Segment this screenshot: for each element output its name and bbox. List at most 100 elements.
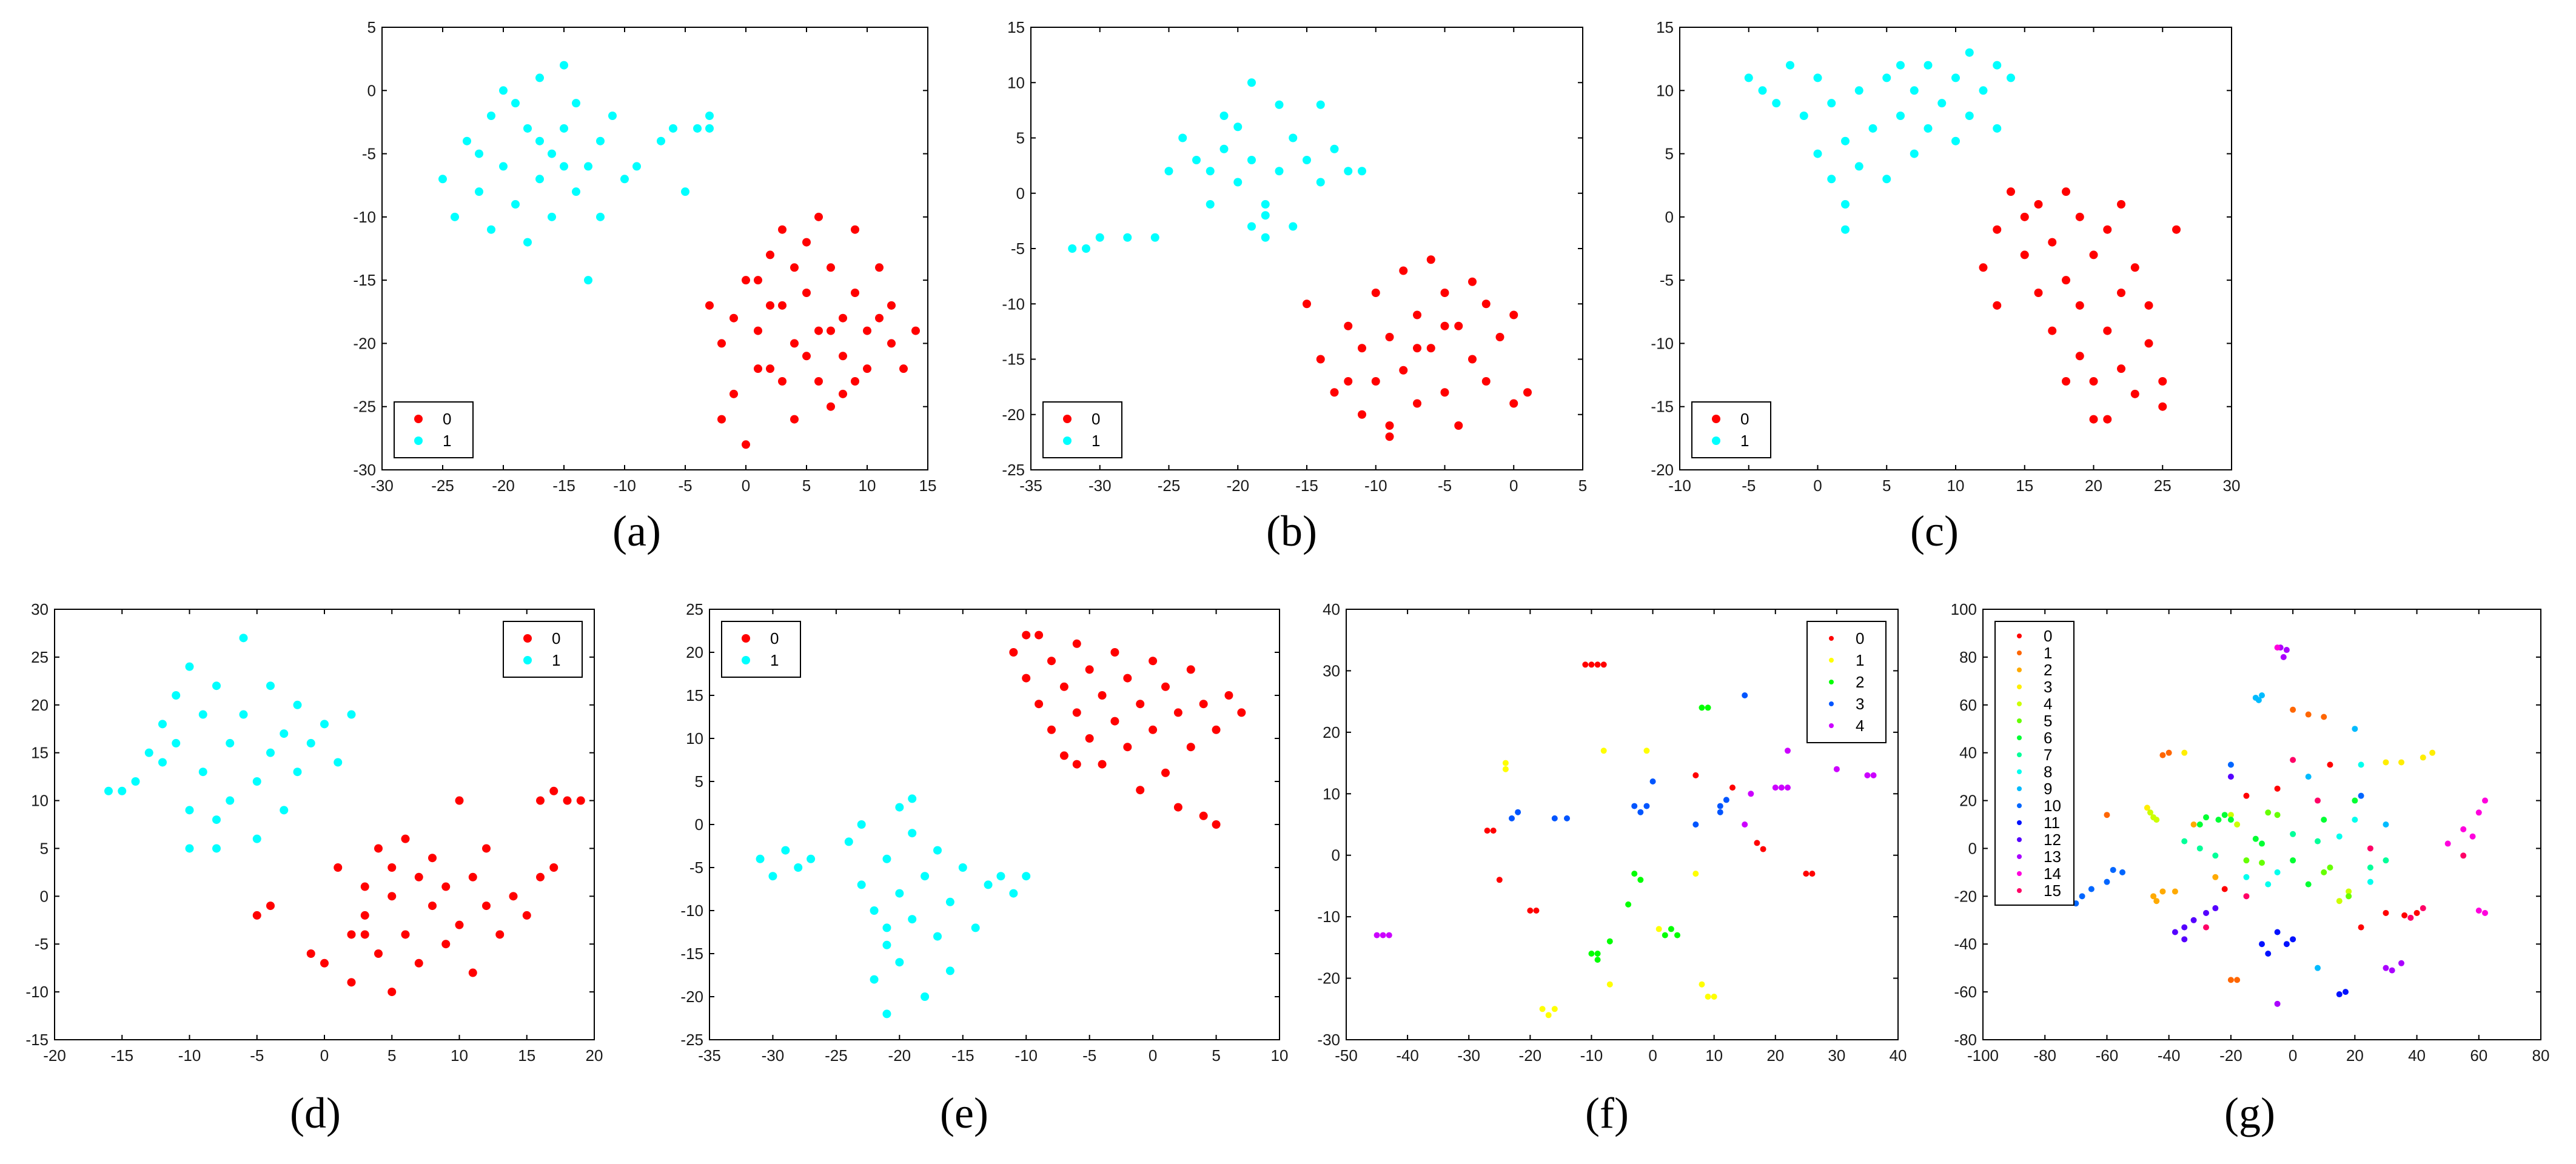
data-point bbox=[1813, 73, 1822, 82]
data-point bbox=[2203, 924, 2209, 931]
data-point bbox=[320, 720, 329, 729]
chart-panel-d: -20 -15 -10 -5 0 5 10 15 20 -15 -10 -5 0 5 10 15 20 25 30 0… bbox=[12, 600, 606, 1073]
data-point bbox=[548, 149, 556, 158]
data-point bbox=[908, 915, 917, 924]
data-point bbox=[401, 930, 410, 939]
data-point bbox=[1495, 333, 1504, 341]
data-point bbox=[2280, 654, 2287, 660]
data-point bbox=[1785, 748, 1791, 754]
data-point bbox=[1150, 233, 1159, 242]
data-point bbox=[428, 854, 437, 863]
data-point bbox=[1778, 784, 1785, 791]
data-point bbox=[1606, 981, 1613, 988]
data-point bbox=[2383, 821, 2389, 828]
data-point bbox=[536, 872, 545, 881]
data-point bbox=[2315, 797, 2321, 804]
data-point bbox=[2383, 965, 2389, 971]
data-point bbox=[2358, 761, 2364, 768]
data-point bbox=[1316, 100, 1325, 109]
data-point bbox=[2283, 647, 2290, 654]
data-point bbox=[802, 352, 811, 361]
data-point bbox=[2265, 881, 2272, 888]
data-point bbox=[1206, 167, 1215, 176]
series-15 bbox=[2203, 757, 2467, 931]
data-point bbox=[1468, 355, 1477, 364]
data-point bbox=[827, 326, 835, 335]
data-point bbox=[827, 402, 835, 411]
data-point bbox=[2020, 212, 2029, 221]
data-point bbox=[1631, 871, 1638, 877]
y-tick-label: 15 bbox=[1656, 18, 1674, 36]
data-point bbox=[1882, 175, 1891, 184]
data-point bbox=[1655, 926, 1662, 932]
chart-svg-a: -30 -25 -20 -15 -10 -5 0 5 10 15-30-25-20-15-10-5… bbox=[353, 18, 936, 495]
data-point bbox=[1358, 344, 1366, 353]
data-point bbox=[1199, 811, 1208, 820]
data-point bbox=[1123, 743, 1132, 752]
data-point bbox=[1371, 377, 1380, 386]
data-point bbox=[1594, 957, 1601, 963]
data-point bbox=[212, 681, 221, 691]
data-point bbox=[2227, 977, 2234, 983]
data-point bbox=[104, 786, 113, 795]
data-point bbox=[1374, 932, 1380, 938]
data-point bbox=[2215, 817, 2222, 823]
y-tick-label: 10 bbox=[1007, 73, 1025, 92]
y-tick-label: 20 bbox=[686, 643, 703, 661]
x-tick-label: -35 bbox=[698, 1046, 721, 1065]
plot-area bbox=[381, 27, 928, 470]
data-point bbox=[499, 162, 508, 171]
x-tick-label: 0 bbox=[1509, 477, 1518, 495]
data-point bbox=[870, 906, 879, 915]
data-point bbox=[1643, 748, 1650, 754]
data-point bbox=[334, 758, 343, 767]
data-point bbox=[252, 911, 261, 920]
data-point bbox=[2007, 187, 2015, 196]
data-point bbox=[2243, 792, 2250, 799]
data-point bbox=[2147, 809, 2153, 816]
data-point bbox=[2103, 225, 2112, 234]
y-tick-label: -15 bbox=[1651, 398, 1674, 416]
legend-marker bbox=[1829, 701, 1834, 706]
data-point bbox=[2420, 754, 2426, 761]
legend-marker bbox=[2017, 769, 2022, 774]
data-point bbox=[1509, 815, 1515, 821]
x-tick-label: -5 bbox=[250, 1046, 264, 1065]
data-point bbox=[875, 313, 884, 323]
data-point bbox=[1772, 99, 1781, 108]
x-tick-label: -10 bbox=[1580, 1046, 1603, 1065]
legend-label: 3 bbox=[2044, 678, 2052, 696]
plot-area bbox=[54, 609, 595, 1040]
data-point bbox=[1399, 366, 1408, 375]
data-point bbox=[2290, 831, 2296, 837]
data-point bbox=[2172, 929, 2178, 935]
data-point bbox=[1186, 743, 1195, 752]
data-point bbox=[693, 124, 702, 133]
data-point bbox=[1481, 299, 1491, 309]
x-tick-label: 10 bbox=[1705, 1046, 1723, 1065]
data-point bbox=[2429, 749, 2436, 756]
series-9 bbox=[2252, 692, 2389, 971]
x-tick-label: -100 bbox=[1967, 1046, 1999, 1065]
data-point bbox=[1502, 766, 1509, 772]
legend-marker bbox=[2017, 701, 2022, 706]
data-point bbox=[882, 923, 891, 932]
data-point bbox=[1289, 133, 1298, 142]
data-point bbox=[1772, 784, 1779, 791]
data-point bbox=[1358, 167, 1366, 176]
data-point bbox=[908, 794, 917, 803]
x-tick-label: 15 bbox=[518, 1046, 535, 1065]
data-point bbox=[1924, 61, 1933, 70]
data-point bbox=[1136, 786, 1145, 795]
data-point bbox=[2336, 898, 2343, 905]
data-point bbox=[414, 958, 423, 968]
data-point bbox=[2227, 812, 2234, 818]
data-point bbox=[2117, 200, 2125, 209]
data-point bbox=[455, 920, 464, 929]
x-tick-label: -50 bbox=[1335, 1046, 1358, 1065]
data-point bbox=[1594, 661, 1601, 668]
y-tick-label: -80 bbox=[1954, 1031, 1977, 1049]
data-point bbox=[1509, 399, 1518, 408]
data-point bbox=[280, 729, 289, 738]
